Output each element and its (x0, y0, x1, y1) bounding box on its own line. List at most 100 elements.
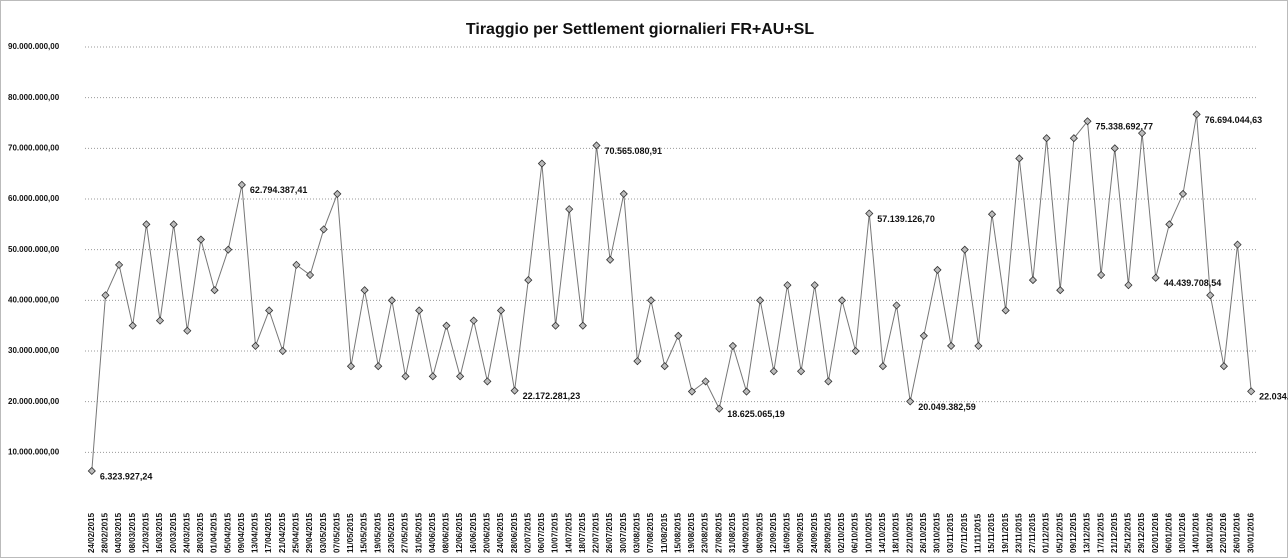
point (865, 209, 874, 218)
point (715, 404, 724, 413)
x-tick-label: 15/05/2015 (360, 512, 369, 553)
x-tick-label: 02/07/2015 (523, 512, 532, 553)
data-label: 22.034.328,55 (1259, 392, 1288, 402)
x-tick-label: 08/06/2015 (442, 512, 451, 553)
point (1151, 273, 1160, 282)
x-tick-label: 17/12/2015 (1096, 512, 1105, 553)
x-tick-label: 30/07/2015 (619, 512, 628, 553)
point (483, 377, 492, 386)
y-tick-label: 60.000.000,00 (8, 194, 60, 203)
x-tick-label: 11/08/2015 (660, 513, 669, 553)
x-tick-label: 23/11/2015 (1014, 513, 1023, 553)
point (1097, 270, 1106, 280)
point (387, 296, 396, 305)
point (674, 331, 683, 340)
x-tick-label: 17/04/2015 (264, 512, 273, 553)
x-tick-label: 28/06/2015 (510, 512, 519, 553)
x-tick-label: 09/12/2015 (1069, 512, 1078, 553)
point (142, 220, 151, 229)
data-label: 70.565.080,91 (604, 146, 662, 156)
x-tick-label: 29/12/2015 (1137, 512, 1146, 553)
x-tick-label: 01/12/2015 (1042, 512, 1051, 553)
point (837, 296, 847, 305)
point (1124, 281, 1133, 290)
x-tick-label: 31/08/2015 (728, 512, 737, 553)
x-tick-label: 03/08/2015 (633, 512, 642, 553)
x-tick-label: 28/02/2015 (101, 512, 110, 553)
y-tick-label: 70.000.000,00 (8, 143, 60, 152)
point (360, 286, 369, 295)
x-tick-label: 11/11/2015 (973, 513, 982, 553)
point (1165, 220, 1174, 229)
x-tick-label: 30/01/2016 (1246, 512, 1255, 553)
point (633, 357, 642, 366)
data-label: 18.625.065,19 (727, 409, 785, 419)
x-tick-label: 29/04/2015 (305, 512, 314, 553)
point (1192, 110, 1201, 119)
point (1233, 240, 1242, 249)
point (851, 346, 860, 356)
point (537, 159, 546, 168)
x-tick-label: 10/01/2016 (1178, 512, 1187, 553)
x-tick-label: 02/10/2015 (837, 512, 846, 553)
point (224, 245, 233, 254)
data-label: 22.172.281,23 (523, 391, 581, 401)
x-tick-label: 31/05/2015 (414, 512, 423, 553)
x-tick-label: 26/01/2016 (1233, 512, 1242, 553)
x-tick-label: 04/09/2015 (742, 512, 751, 553)
y-tick-label: 50.000.000,00 (8, 245, 60, 254)
x-tick-label: 03/05/2015 (319, 512, 328, 553)
x-tick-label: 15/08/2015 (673, 512, 682, 553)
point (701, 377, 710, 386)
point (1056, 286, 1065, 295)
point (251, 341, 260, 350)
chart-title: Tiraggio per Settlement giornalieri FR+A… (466, 21, 814, 38)
point (592, 141, 601, 150)
x-tick-label: 16/06/2015 (469, 512, 478, 553)
point (115, 260, 124, 269)
point (155, 316, 165, 325)
x-tick-label: 22/01/2016 (1219, 512, 1228, 553)
x-tick-label: 24/06/2015 (496, 512, 505, 553)
x-tick-label: 13/04/2015 (251, 512, 260, 553)
point (892, 301, 901, 310)
point (878, 362, 887, 371)
point (578, 321, 587, 330)
x-tick-label: 12/03/2015 (141, 512, 150, 553)
x-tick-label: 14/07/2015 (564, 512, 573, 553)
y-tick-label: 30.000.000,00 (8, 346, 60, 355)
point (442, 321, 451, 330)
x-tick-label: 07/08/2015 (646, 512, 655, 553)
point (169, 220, 178, 229)
x-tick-label: 24/03/2015 (182, 512, 191, 553)
point (237, 180, 246, 189)
point (551, 321, 560, 330)
point (1001, 306, 1010, 315)
x-tick-label: 06/10/2015 (851, 512, 860, 553)
point (947, 341, 956, 350)
point (456, 372, 465, 381)
x-tick-label: 19/08/2015 (687, 512, 696, 553)
point (524, 276, 533, 285)
x-tick-label: 20/03/2015 (169, 512, 178, 553)
point (756, 296, 765, 305)
point (210, 286, 219, 295)
x-tick-label: 10/10/2015 (864, 512, 873, 553)
x-tick-label: 20/09/2015 (796, 512, 805, 553)
point (265, 306, 274, 315)
x-tick-label: 23/05/2015 (387, 512, 396, 553)
x-tick-label: 30/10/2015 (933, 512, 942, 553)
point (933, 265, 942, 274)
x-tick-label: 19/11/2015 (1001, 513, 1010, 553)
point (960, 245, 969, 254)
x-tick-label: 14/01/2016 (1192, 512, 1201, 553)
point (292, 260, 301, 269)
x-tick-label: 06/07/2015 (537, 512, 546, 553)
point (510, 386, 519, 395)
x-tick-label: 19/05/2015 (373, 512, 382, 553)
point (769, 367, 778, 376)
x-tick-label: 13/12/2015 (1083, 512, 1092, 553)
point (974, 341, 983, 350)
point (305, 270, 315, 280)
